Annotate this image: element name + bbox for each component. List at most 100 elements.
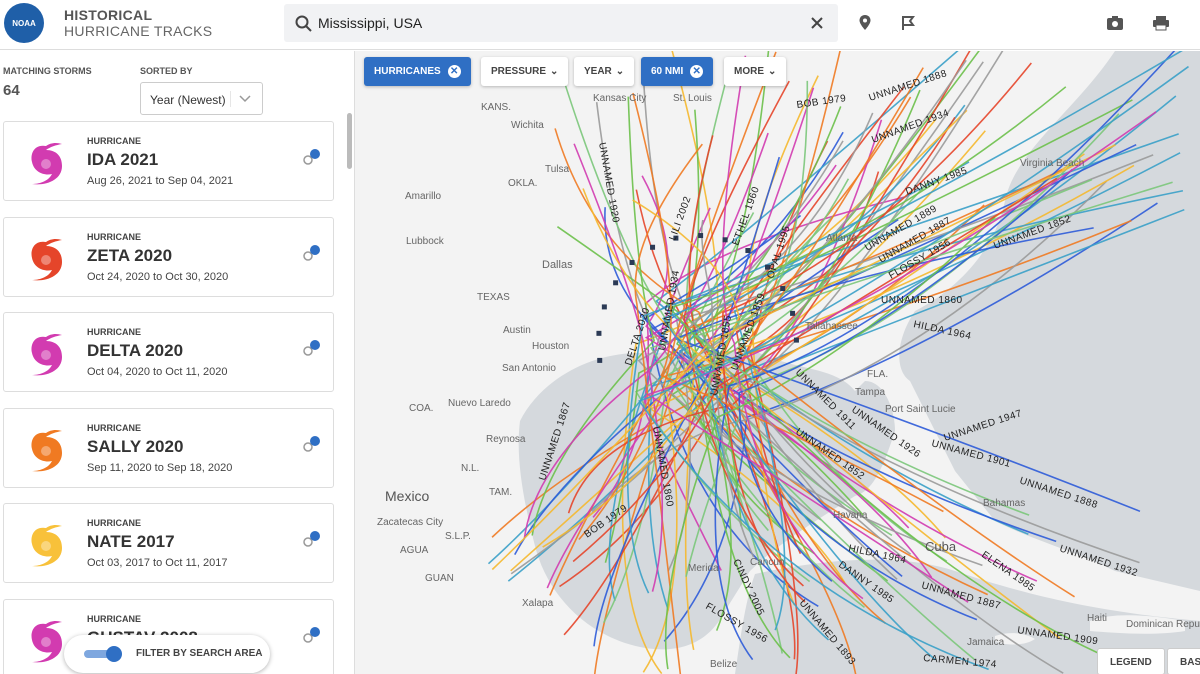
storm-track <box>549 168 1063 596</box>
place-label: St. Louis <box>673 93 712 104</box>
matching-label: MATCHING STORMS <box>3 66 92 76</box>
place-label: TEXAS <box>477 292 510 303</box>
camera-icon[interactable] <box>1106 15 1124 31</box>
storm-category: HURRICANE <box>87 422 141 433</box>
filter-chip[interactable]: PRESSURE ⌄ <box>481 57 569 86</box>
scrollbar[interactable] <box>347 113 352 169</box>
storm-card[interactable]: HURRICANE DELTA 2020 Oct 04, 2020 to Oct 1… <box>3 312 334 392</box>
storm-track <box>626 161 970 594</box>
header: NOAA HISTORICAL HURRICANE TRACKS Mississ… <box>0 0 1200 50</box>
storm-track <box>645 111 1157 603</box>
flag-icon[interactable] <box>900 15 916 31</box>
add-icon[interactable] <box>300 530 322 550</box>
basemap-button[interactable]: BAS <box>1167 648 1200 674</box>
legend-button[interactable]: LEGEND <box>1097 648 1165 674</box>
filter-chip[interactable]: YEAR ⌄ <box>574 57 635 86</box>
storm-card[interactable]: HURRICANE NATE 2017 Oct 03, 2017 to Oct 11… <box>3 503 334 583</box>
add-plus <box>310 149 320 159</box>
add-icon[interactable] <box>300 435 322 455</box>
storm-symbol <box>31 524 62 567</box>
storm-track <box>591 180 1108 513</box>
place-label: Cuba <box>925 539 957 554</box>
filter-chip[interactable]: 60 NMI ✕ <box>641 57 714 86</box>
place-label: OKLA. <box>508 178 537 189</box>
storm-card[interactable]: HURRICANE IDA 2021 Aug 26, 2021 to Sep 04,… <box>3 121 334 201</box>
place-label: Wichita <box>511 120 544 131</box>
add-icon[interactable] <box>300 626 322 646</box>
storm-symbol <box>31 333 62 376</box>
toggle-label: FILTER BY SEARCH AREA <box>136 648 263 659</box>
remove-icon[interactable]: ✕ <box>447 65 461 78</box>
storm-symbol <box>31 429 62 471</box>
storm-track <box>748 51 1140 564</box>
place-label: Jamaica <box>967 637 1005 648</box>
print-icon[interactable] <box>1152 15 1170 31</box>
add-icon[interactable] <box>300 244 322 264</box>
place-label: Lubbock <box>406 236 445 247</box>
sort-select[interactable]: Year (Newest) <box>140 82 263 115</box>
place-label: Zacatecas City <box>377 517 443 528</box>
storm-track <box>708 214 835 532</box>
search-area-marker <box>793 337 799 343</box>
add-icon[interactable] <box>300 148 322 168</box>
toggle-switch <box>84 646 122 662</box>
storm-card[interactable]: HURRICANE SALLY 2020 Sep 11, 2020 to Sep 1… <box>3 407 334 488</box>
add-ring <box>303 250 313 261</box>
place-label: Houston <box>532 341 569 352</box>
add-icon[interactable] <box>300 339 322 359</box>
storm-eye <box>41 254 51 265</box>
place-label: Tampa <box>855 387 885 398</box>
search-area-marker <box>790 310 796 316</box>
sort-value: Year (Newest) <box>150 93 226 107</box>
search-area-marker <box>780 286 786 292</box>
storm-track <box>634 143 703 674</box>
storm-track <box>694 181 1173 516</box>
place-label: Austin <box>503 325 531 336</box>
remove-icon[interactable]: ✕ <box>690 65 704 78</box>
storm-dates: Oct 24, 2020 to Oct 30, 2020 <box>87 270 229 283</box>
map-canvas: KANS. Wichita Kansas City St. Louis OKLA… <box>355 51 1200 674</box>
storm-track <box>676 109 864 516</box>
place-label: Belize <box>710 659 738 670</box>
filter-chip[interactable]: MORE ⌄ <box>724 57 787 86</box>
search-area-marker <box>673 235 679 241</box>
place-label: TAM. <box>489 487 512 498</box>
clear-button[interactable] <box>810 16 824 30</box>
filter-chip[interactable]: HURRICANES ✕ <box>364 57 471 86</box>
add-plus <box>310 531 320 541</box>
dropdown-arrow: ⌄ <box>768 66 777 77</box>
search-box[interactable]: Mississippi, USA <box>284 4 838 42</box>
sidebar: MATCHING STORMS 64 SORTED BY Year (Newes… <box>0 51 355 674</box>
storm-track <box>714 51 1176 661</box>
map[interactable]: KANS. Wichita Kansas City St. Louis OKLA… <box>355 51 1200 674</box>
location-icon[interactable] <box>858 14 872 32</box>
search-area-marker <box>745 248 751 254</box>
storm-track <box>578 51 777 540</box>
storm-eye <box>41 541 51 551</box>
filter-label: PRESSURE <box>491 66 547 77</box>
storm-track <box>749 171 880 674</box>
place-label: Reynosa <box>486 434 526 445</box>
storm-track <box>691 112 912 555</box>
storm-track <box>514 218 899 556</box>
storm-dates: Oct 04, 2020 to Oct 11, 2020 <box>87 366 228 378</box>
place-label: Nuevo Laredo <box>448 398 511 409</box>
filter-toggle[interactable]: FILTER BY SEARCH AREA <box>64 635 270 673</box>
storm-name: NATE 2017 <box>87 532 175 551</box>
place-label: AGUA <box>400 545 429 556</box>
storm-card[interactable]: HURRICANE ZETA 2020 Oct 24, 2020 to Oct 30… <box>3 216 334 297</box>
search-area-marker <box>629 259 635 265</box>
search-area-marker <box>601 304 607 310</box>
filter-label: YEAR <box>584 66 612 77</box>
storm-track <box>661 51 1183 661</box>
storm-tracks <box>487 51 1189 674</box>
logo[interactable]: NOAA <box>4 3 44 43</box>
storm-icon <box>31 620 62 662</box>
place-label: S.L.P. <box>445 531 471 542</box>
storm-track <box>649 131 844 608</box>
place-label: COA. <box>409 403 433 414</box>
storm-eye <box>41 350 51 360</box>
search-area-marker <box>596 330 602 336</box>
app-title: HISTORICAL <box>64 7 153 23</box>
